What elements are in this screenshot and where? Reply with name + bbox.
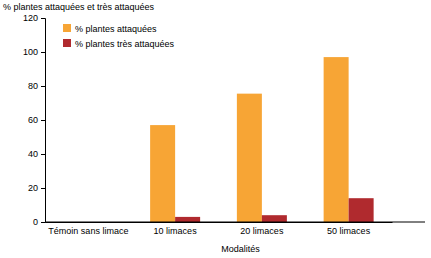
- y-tick-mark: [41, 52, 45, 53]
- chart: 0 20 40 60 80 100 120 Témoin sans limace 10 lima…: [0, 0, 431, 258]
- y-axis-line: [41, 19, 46, 223]
- legend-label: % plantes très attaquées: [75, 39, 175, 49]
- bar: [237, 94, 262, 222]
- y-tick-label: 0: [33, 217, 38, 227]
- x-baseline: [45, 222, 425, 223]
- bar: [150, 125, 175, 222]
- x-tick-label: 50 limaces: [327, 226, 371, 236]
- y-axis: 0 20 40 60 80 100 120: [23, 13, 46, 227]
- x-axis-title: Modalités: [221, 244, 260, 254]
- y-tick: 0: [33, 217, 45, 227]
- y-tick: 60: [28, 115, 45, 125]
- legend: % plantes attaquées % plantes très attaqu…: [63, 24, 175, 49]
- y-tick: 20: [28, 183, 45, 193]
- bars: [150, 57, 374, 222]
- y-tick: 80: [28, 81, 45, 91]
- legend-swatch: [63, 39, 71, 47]
- y-tick: 100: [23, 47, 45, 57]
- y-tick-mark: [41, 154, 45, 155]
- y-tick-label: 100: [23, 47, 38, 57]
- bar: [324, 57, 349, 222]
- bar: [349, 198, 374, 222]
- legend-label: % plantes attaquées: [75, 24, 157, 34]
- x-tick-label: Témoin sans limace: [48, 226, 128, 236]
- y-tick: 40: [28, 149, 45, 159]
- y-tick-label: 40: [28, 149, 38, 159]
- x-tick: 50 limaces: [327, 222, 371, 236]
- x-tick-label: 10 limaces: [154, 226, 198, 236]
- y-tick-mark: [41, 120, 45, 121]
- y-tick-mark: [41, 222, 45, 223]
- x-tick: Témoin sans limace: [48, 222, 128, 236]
- y-tick-label: 20: [28, 183, 38, 193]
- y-tick-label: 60: [28, 115, 38, 125]
- y-tick-mark: [41, 86, 45, 87]
- x-axis: Témoin sans limace 10 limaces 20 limaces 50…: [46, 222, 393, 236]
- y-tick-label: 80: [28, 81, 38, 91]
- y-tick-mark: [41, 18, 45, 19]
- y-tick-label: 120: [23, 13, 38, 23]
- y-axis-title: % plantes attaquées et très attaquées: [3, 2, 155, 12]
- legend-swatch: [63, 24, 71, 32]
- bar: [175, 217, 200, 222]
- bar: [262, 215, 287, 222]
- y-tick-mark: [41, 188, 45, 189]
- y-tick: 120: [23, 13, 45, 23]
- x-tick: 20 limaces: [240, 222, 284, 236]
- x-tick: 10 limaces: [154, 222, 198, 236]
- x-tick-label: 20 limaces: [240, 226, 284, 236]
